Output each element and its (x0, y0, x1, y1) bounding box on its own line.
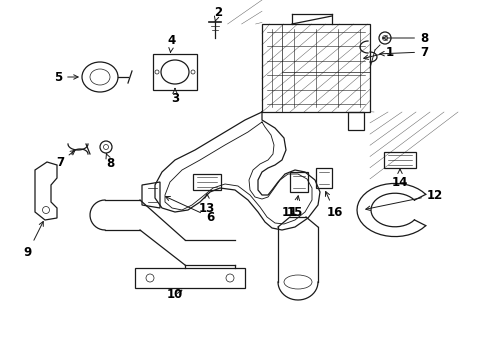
Text: 15: 15 (286, 196, 303, 219)
Text: 4: 4 (167, 33, 176, 52)
Text: 8: 8 (106, 154, 114, 170)
Text: 6: 6 (165, 197, 214, 224)
Text: 9: 9 (24, 221, 43, 258)
Text: 16: 16 (325, 192, 343, 219)
Text: 8: 8 (382, 32, 427, 45)
Text: 5: 5 (54, 71, 78, 84)
Text: 7: 7 (379, 45, 427, 59)
Text: 10: 10 (166, 288, 183, 302)
Text: 11: 11 (281, 206, 298, 219)
Text: 13: 13 (199, 194, 215, 215)
Text: 1: 1 (363, 45, 393, 59)
Text: 3: 3 (171, 89, 179, 104)
Text: 14: 14 (391, 169, 407, 189)
Text: 7: 7 (56, 150, 75, 168)
Text: 2: 2 (214, 5, 222, 21)
Text: 12: 12 (365, 189, 442, 211)
